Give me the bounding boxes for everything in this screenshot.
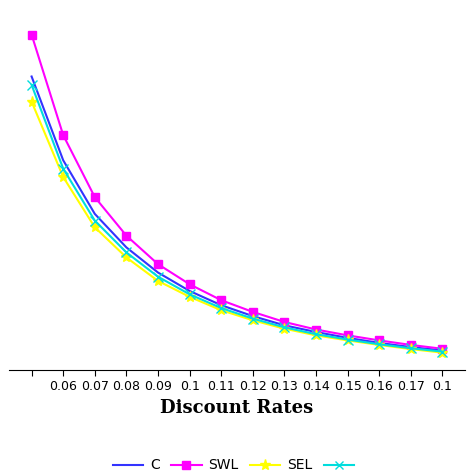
SWL (313, 327, 319, 332)
C (408, 344, 414, 350)
C (92, 211, 98, 217)
C (187, 288, 192, 294)
SEL (155, 278, 161, 284)
C (376, 340, 382, 346)
SEL (439, 350, 445, 356)
SEL (29, 99, 35, 104)
Line: SWL: SWL (27, 30, 447, 353)
C (439, 347, 445, 353)
SEL (376, 342, 382, 348)
C (282, 322, 287, 328)
Line: C: C (32, 76, 442, 350)
C (313, 329, 319, 335)
SEL (92, 225, 98, 230)
C (250, 313, 255, 319)
SEL (60, 174, 66, 180)
SWL (345, 333, 350, 338)
C (60, 157, 66, 163)
Legend: C, SWL, SEL, : C, SWL, SEL, (107, 453, 367, 474)
SWL (282, 319, 287, 325)
SWL (187, 282, 192, 287)
SWL (439, 346, 445, 352)
SEL (408, 346, 414, 352)
SWL (408, 342, 414, 348)
C (124, 245, 129, 250)
SWL (376, 337, 382, 343)
SEL (313, 333, 319, 338)
C (29, 73, 35, 79)
SEL (187, 294, 192, 300)
SWL (124, 233, 129, 238)
SWL (155, 261, 161, 267)
C (345, 335, 350, 341)
SEL (250, 318, 255, 323)
C (155, 270, 161, 275)
SWL (60, 132, 66, 138)
SWL (250, 309, 255, 315)
SEL (219, 308, 224, 313)
SEL (282, 326, 287, 331)
SEL (345, 337, 350, 343)
SWL (92, 194, 98, 200)
SWL (219, 297, 224, 303)
C (219, 302, 224, 308)
SWL (29, 32, 35, 37)
Line: SEL: SEL (26, 96, 448, 358)
SEL (124, 255, 129, 260)
X-axis label: Discount Rates: Discount Rates (160, 399, 314, 417)
